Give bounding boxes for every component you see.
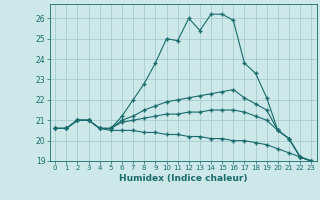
X-axis label: Humidex (Indice chaleur): Humidex (Indice chaleur)	[119, 174, 247, 183]
